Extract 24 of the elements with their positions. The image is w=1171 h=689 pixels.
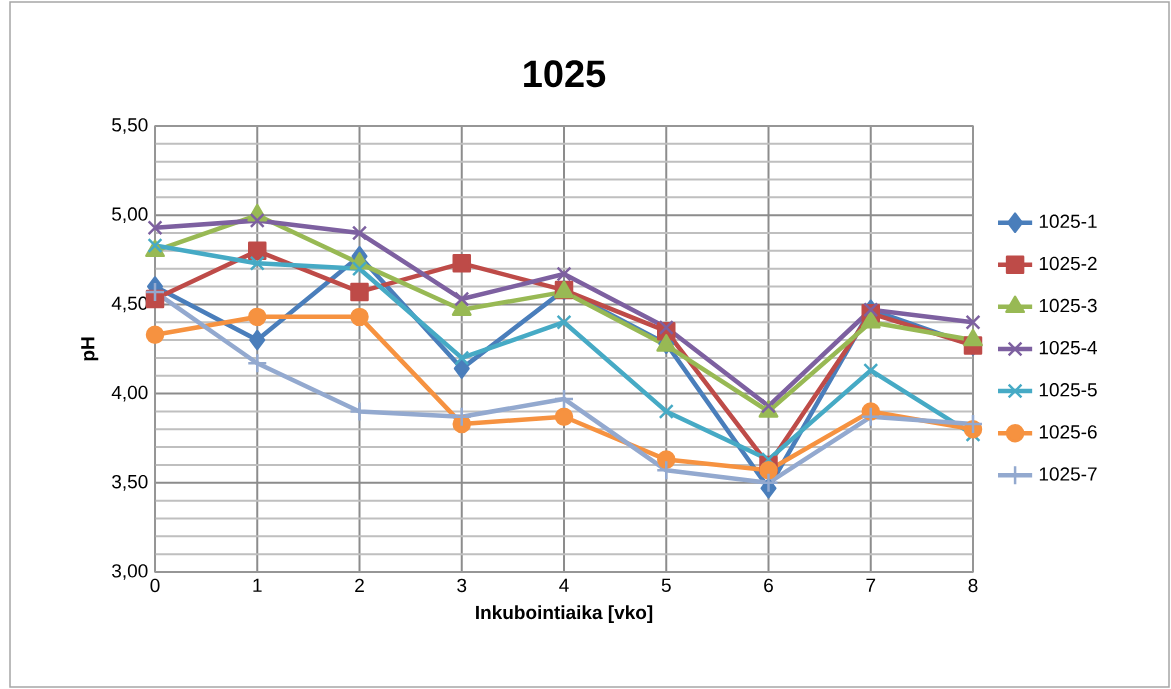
legend-label: 1025-6 bbox=[1039, 425, 1097, 439]
y-tick-label: 4,00 bbox=[111, 385, 148, 402]
legend-label: 1025-2 bbox=[1039, 256, 1097, 271]
x-tick-label: 7 bbox=[866, 578, 876, 592]
y-tick-label: 5,00 bbox=[112, 207, 148, 224]
y-tick-label: 5,50 bbox=[112, 118, 148, 134]
x-tick-label: 0 bbox=[150, 578, 160, 593]
chart-title: 1025 bbox=[524, 60, 606, 88]
x-axis-title: Inkubointiaika [vko] bbox=[476, 605, 653, 623]
legend-label: 1025-4 bbox=[1039, 340, 1097, 355]
x-tick-label: 4 bbox=[559, 578, 569, 592]
legend-label: 1025-1 bbox=[1039, 214, 1097, 229]
x-tick-label: 1 bbox=[253, 578, 262, 592]
x-tick-label: 3 bbox=[457, 578, 467, 593]
x-tick-label: 6 bbox=[764, 578, 773, 593]
legend-label: 1025-5 bbox=[1039, 383, 1097, 397]
y-tick-label: 3,00 bbox=[112, 564, 148, 580]
y-tick-label: 3,50 bbox=[112, 474, 148, 491]
y-axis-title: pH bbox=[81, 337, 99, 361]
x-tick-label: 8 bbox=[968, 578, 978, 593]
x-tick-label: 5 bbox=[661, 578, 671, 592]
legend-label: 1025-7 bbox=[1039, 467, 1097, 481]
legend-label: 1025-3 bbox=[1039, 298, 1097, 313]
x-tick-label: 2 bbox=[355, 578, 364, 592]
